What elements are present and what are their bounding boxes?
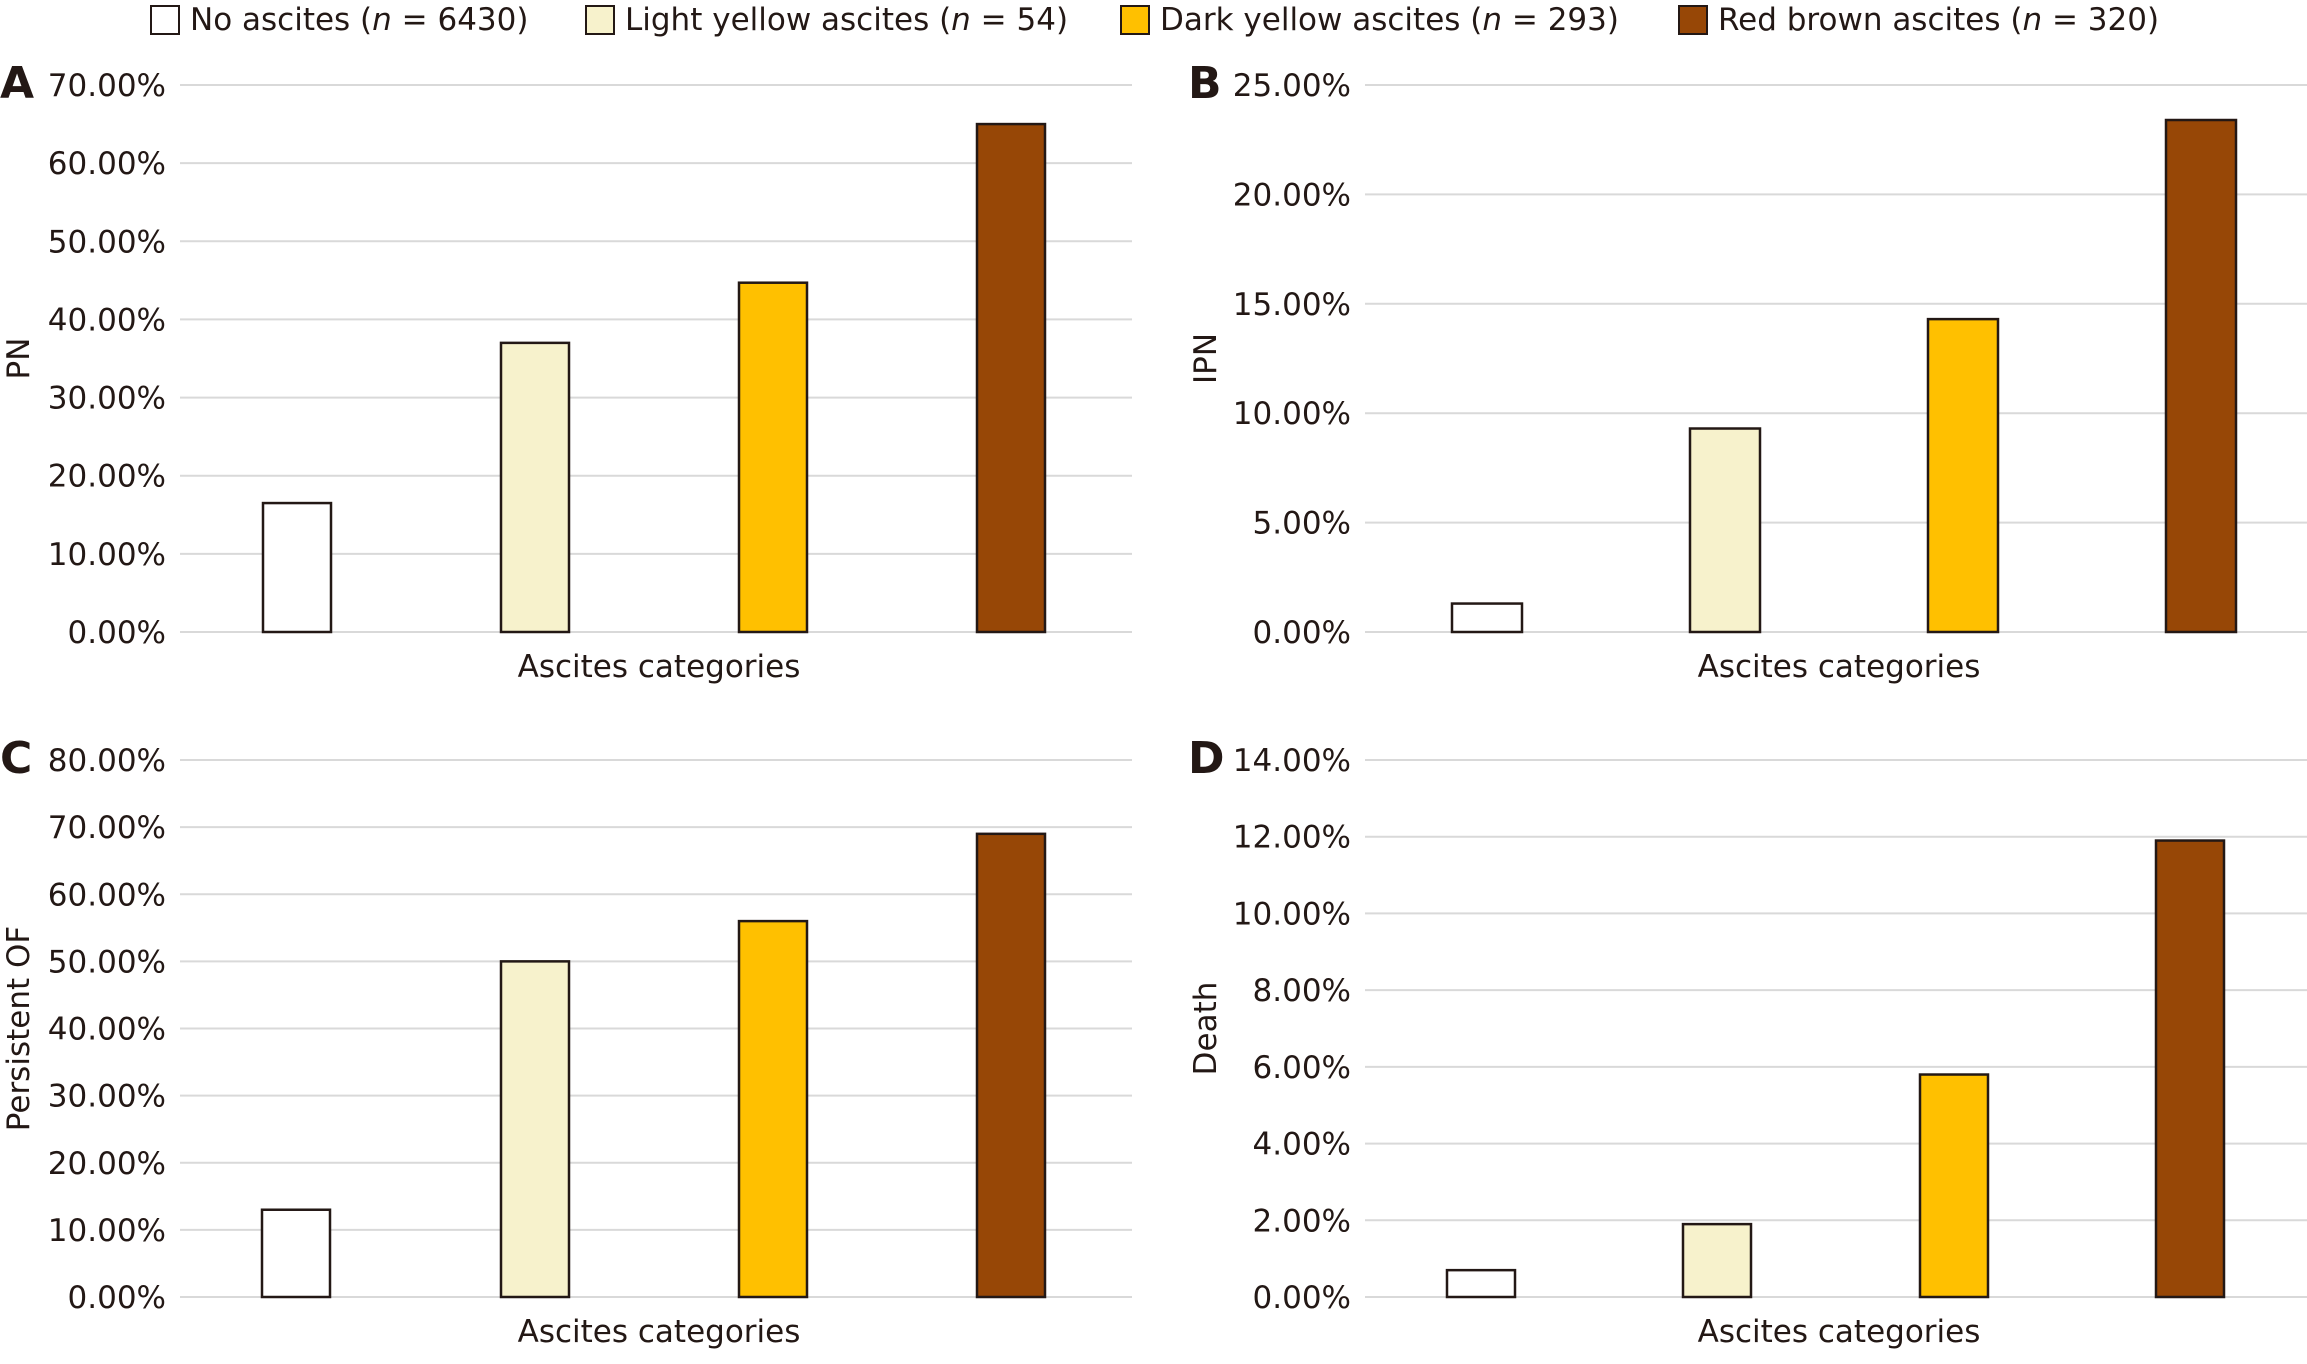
bar-red-brown-ascites	[2164, 118, 2238, 634]
y-tick-label: 15.00%	[1233, 287, 1351, 323]
bar-dark-yellow-ascites	[737, 919, 809, 1299]
panel-a: A 0.00% 10.00% 20.00% 30.00% 40.00% 50.00% 60.0…	[0, 40, 1150, 690]
legend-label: No ascites (n = 6430)	[190, 2, 529, 38]
y-tick-label: 2.00%	[1253, 1203, 1351, 1239]
panel-letter: D	[1188, 733, 1225, 784]
legend-swatch	[585, 5, 615, 35]
y-tick-label: 0.00%	[1253, 615, 1351, 651]
bar-dark-yellow-ascites	[1926, 317, 2000, 634]
y-tick-label: 0.00%	[1253, 1280, 1351, 1316]
bar-dark-yellow-ascites	[1918, 1073, 1990, 1299]
y-tick-label: 60.00%	[48, 146, 166, 182]
y-tick-label: 25.00%	[1233, 68, 1351, 104]
y-tick-label: 8.00%	[1253, 973, 1351, 1009]
y-tick-label: 20.00%	[48, 1146, 166, 1182]
legend-item-no-ascites: No ascites (n = 6430)	[150, 0, 528, 40]
bar-no-ascites	[260, 1208, 332, 1299]
y-tick-label: 50.00%	[48, 944, 166, 980]
legend-item-red-brown: Red brown ascites (n = 320)	[1678, 0, 2159, 40]
legend-label: Light yellow ascites (n = 54)	[625, 2, 1069, 38]
y-tick-label: 20.00%	[1233, 177, 1351, 213]
y-axis-label: IPN	[1188, 333, 1224, 384]
legend-swatch	[1120, 5, 1150, 35]
y-tick-label: 70.00%	[48, 810, 166, 846]
legend-item-light-yellow: Light yellow ascites (n = 54)	[585, 0, 1068, 40]
chart-c: C 0.00% 10.00% 20.00% 30.00% 40.00% 50.00% 60.0…	[0, 733, 1132, 1350]
y-tick-label: 5.00%	[1253, 506, 1351, 542]
bar-red-brown-ascites	[2154, 839, 2226, 1299]
y-tick-label: 6.00%	[1253, 1050, 1351, 1086]
bar-no-ascites	[261, 501, 333, 634]
y-tick-label: 70.00%	[48, 68, 166, 104]
y-tick-label: 10.00%	[1233, 396, 1351, 432]
y-tick-label: 40.00%	[48, 1012, 166, 1048]
bar-light-yellow-ascites	[499, 341, 571, 634]
bar-no-ascites	[1450, 602, 1524, 634]
y-tick-label: 60.00%	[48, 877, 166, 913]
x-axis-label: Ascites categories	[1698, 649, 1981, 685]
bar-light-yellow-ascites	[1681, 1222, 1753, 1299]
y-tick-label: 50.00%	[48, 224, 166, 260]
chart-d: D 0.00% 2.00% 4.00% 6.00% 8.00% 10.00% 12.00% 14…	[1188, 733, 2307, 1350]
y-tick-label: 0.00%	[68, 615, 166, 651]
y-tick-label: 80.00%	[48, 743, 166, 779]
bar-light-yellow-ascites	[499, 960, 571, 1299]
x-axis-label: Ascites categories	[1698, 1314, 1981, 1350]
bar-dark-yellow-ascites	[737, 281, 809, 634]
chart-b: B 0.00% 5.00% 10.00% 15.00% 20.00% 25.00% Ascit…	[1188, 58, 2307, 685]
y-tick-label: 4.00%	[1253, 1127, 1351, 1163]
panel-d: D 0.00% 2.00% 4.00% 6.00% 8.00% 10.00% 12.00% 14…	[1150, 705, 2307, 1364]
y-tick-label: 20.00%	[48, 459, 166, 495]
y-tick-label: 30.00%	[48, 381, 166, 417]
y-tick-label: 0.00%	[68, 1280, 166, 1316]
x-axis-label: Ascites categories	[518, 1314, 801, 1350]
y-tick-label: 12.00%	[1233, 820, 1351, 856]
bar-light-yellow-ascites	[1688, 427, 1762, 634]
panel-b: B 0.00% 5.00% 10.00% 15.00% 20.00% 25.00% Ascit…	[1150, 40, 2307, 690]
legend-swatch	[1678, 5, 1708, 35]
y-tick-label: 10.00%	[48, 1213, 166, 1249]
legend-swatch	[150, 5, 180, 35]
legend: No ascites (n = 6430) Light yellow ascit…	[0, 0, 2307, 40]
y-axis-label: PN	[1, 338, 37, 380]
x-axis-label: Ascites categories	[518, 649, 801, 685]
panel-letter: A	[0, 58, 34, 109]
y-axis-label: Death	[1188, 982, 1224, 1076]
panel-letter: B	[1188, 58, 1222, 109]
bar-red-brown-ascites	[975, 122, 1047, 634]
y-tick-label: 30.00%	[48, 1079, 166, 1115]
legend-label: Dark yellow ascites (n = 293)	[1160, 2, 1619, 38]
panel-letter: C	[0, 733, 32, 784]
bar-red-brown-ascites	[975, 832, 1047, 1299]
legend-item-dark-yellow: Dark yellow ascites (n = 293)	[1120, 0, 1619, 40]
y-tick-label: 10.00%	[48, 537, 166, 573]
y-axis-label: Persistent OF	[1, 926, 37, 1131]
y-tick-label: 40.00%	[48, 302, 166, 338]
chart-a: A 0.00% 10.00% 20.00% 30.00% 40.00% 50.00% 60.0…	[0, 58, 1132, 685]
bar-no-ascites	[1445, 1268, 1517, 1299]
y-tick-label: 10.00%	[1233, 896, 1351, 932]
panel-c: C 0.00% 10.00% 20.00% 30.00% 40.00% 50.00% 60.0…	[0, 705, 1150, 1364]
y-tick-label: 14.00%	[1233, 743, 1351, 779]
legend-label: Red brown ascites (n = 320)	[1718, 2, 2160, 38]
